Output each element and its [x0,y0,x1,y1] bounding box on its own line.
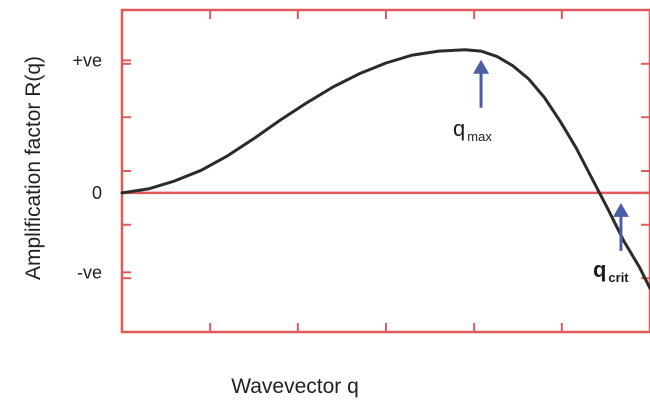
y-tick-label: -ve [77,262,102,282]
y-tick-label: 0 [92,183,102,203]
amplification-curve [120,48,650,290]
y-axis-title: Amplification factor R(q) [22,56,45,280]
x-axis-title: Wavevector q [231,375,359,398]
q-crit-label: q crit [593,257,629,285]
y-tick-label: +ve [72,50,102,70]
arrow-head-icon [612,202,629,217]
annotations: q max q crit [453,59,629,285]
arrow-head-icon [473,59,490,74]
y-tick-labels: +ve 0 -ve [72,50,102,282]
axis-ticks [122,10,650,332]
q-max-label: q max [453,116,492,144]
